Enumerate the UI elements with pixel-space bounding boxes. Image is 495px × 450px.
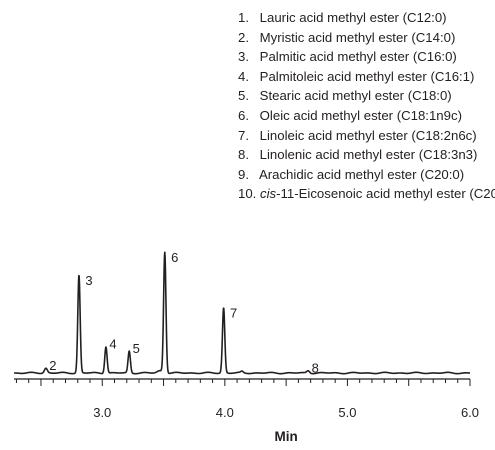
legend-item-number: 7. bbox=[238, 127, 249, 143]
legend-item-number: 2. bbox=[238, 29, 249, 45]
peak-legend: 1. Lauric acid methyl ester (C12:0) 2. My… bbox=[238, 8, 495, 204]
legend-item: 6. Oleic acid methyl ester (C18:1n9c) bbox=[238, 106, 495, 126]
legend-item-label: Palmitic acid methyl ester (C16:0) bbox=[259, 49, 457, 65]
x-axis-tick-labels: 3.0 4.0 5.0 6.0 bbox=[93, 405, 479, 420]
peak-label: 8 bbox=[312, 361, 319, 376]
legend-item: 9. Arachidic acid methyl ester (C20:0) bbox=[238, 165, 495, 185]
legend-item: 3. Palmitic acid methyl ester (C16:0) bbox=[238, 47, 495, 67]
x-tick-label: 3.0 bbox=[93, 405, 111, 420]
legend-item: 5. Stearic acid methyl ester (C18:0) bbox=[238, 86, 495, 106]
peak-label: 7 bbox=[230, 306, 237, 321]
x-axis-ticks bbox=[15, 379, 471, 386]
legend-item-label: Palmitoleic acid methyl ester (C16:1) bbox=[259, 68, 475, 84]
legend-item: 7. Linoleic acid methyl ester (C18:2n6c) bbox=[238, 126, 495, 146]
legend-item: 2. Myristic acid methyl ester (C14:0) bbox=[238, 28, 495, 48]
legend-item-italic: cis bbox=[260, 186, 277, 202]
peak-label: 4 bbox=[109, 336, 116, 351]
x-tick-label: 5.0 bbox=[338, 405, 356, 420]
legend-item-number: 10. bbox=[238, 186, 257, 202]
legend-item-number: 8. bbox=[238, 147, 249, 163]
peak-label: 6 bbox=[171, 250, 178, 265]
legend-item: 4. Palmitoleic acid methyl ester (C16:1) bbox=[238, 67, 495, 87]
chromatogram-trace bbox=[13, 251, 471, 375]
legend-item-label: Linolenic acid methyl ester (C18:3n3) bbox=[259, 147, 478, 163]
legend-item-number: 3. bbox=[238, 49, 249, 65]
legend-item-number: 1. bbox=[238, 10, 249, 25]
legend-item-number: 5. bbox=[238, 88, 249, 104]
peak-labels: 2 3 4 5 6 7 8 bbox=[49, 250, 319, 376]
x-tick-label: 6.0 bbox=[461, 405, 479, 420]
legend-item: 1. Lauric acid methyl ester (C12:0) bbox=[238, 8, 495, 28]
legend-item-number: 4. bbox=[238, 68, 249, 84]
legend-item-label: Lauric acid methyl ester (C12:0) bbox=[259, 10, 447, 25]
legend-item-label: Myristic acid methyl ester (C14:0) bbox=[259, 29, 456, 45]
peak-label: 5 bbox=[133, 341, 140, 356]
legend-item-label: Stearic acid methyl ester (C18:0) bbox=[259, 88, 452, 104]
legend-item-number: 6. bbox=[238, 107, 249, 123]
legend-item: 8. Linolenic acid methyl ester (C18:3n3) bbox=[238, 145, 495, 165]
x-tick-label: 4.0 bbox=[216, 405, 234, 420]
x-axis-title: Min bbox=[275, 429, 298, 444]
legend-item-label: -11-Eicosenoic acid methyl ester (C20:1) bbox=[276, 186, 495, 202]
legend-item-label: Arachidic acid methyl ester (C20:0) bbox=[258, 166, 465, 182]
legend-item-label: Linoleic acid methyl ester (C18:2n6c) bbox=[259, 127, 477, 143]
legend-item-number: 9. bbox=[238, 166, 249, 182]
legend-item-label: Oleic acid methyl ester (C18:1n9c) bbox=[259, 107, 462, 123]
peak-label: 3 bbox=[85, 273, 92, 288]
peak-label: 2 bbox=[49, 358, 56, 373]
legend-item: 10. cis-11-Eicosenoic acid methyl ester … bbox=[238, 184, 495, 204]
